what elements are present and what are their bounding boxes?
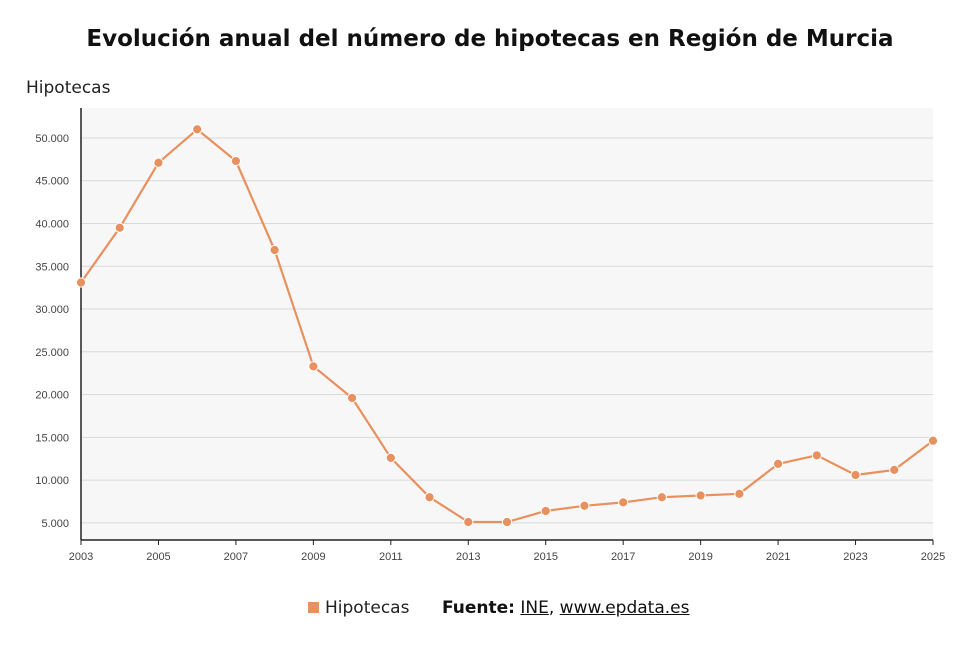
data-point <box>501 516 513 528</box>
data-point <box>889 464 900 475</box>
data-point <box>385 452 396 463</box>
x-tick-label: 2015 <box>533 551 557 563</box>
y-tick-label: 40.000 <box>35 218 69 230</box>
y-tick-label: 45.000 <box>35 176 69 188</box>
data-point <box>75 277 87 288</box>
data-point <box>772 458 784 469</box>
data-point <box>463 516 474 528</box>
data-point <box>734 488 745 499</box>
data-point <box>192 124 203 135</box>
data-point <box>656 492 668 503</box>
data-point <box>230 155 242 167</box>
x-tick-label: 2019 <box>688 551 712 563</box>
data-point <box>695 490 706 501</box>
data-point <box>579 500 590 511</box>
x-tick-label: 2025 <box>921 551 945 563</box>
source-note: Fuente: INE, www.epdata.es <box>442 598 690 618</box>
y-tick-label: 35.000 <box>35 261 69 273</box>
data-point <box>269 244 280 256</box>
y-tick-label: 30.000 <box>35 304 69 316</box>
x-tick-label: 2023 <box>843 551 867 563</box>
data-point <box>308 361 319 372</box>
y-tick-label: 10.000 <box>35 475 69 487</box>
plot-area <box>81 108 933 540</box>
data-point <box>424 492 435 503</box>
y-tick-label: 20.000 <box>35 390 69 402</box>
y-tick-label: 5.000 <box>41 518 69 530</box>
x-tick-label: 2021 <box>766 551 790 563</box>
data-point <box>540 505 551 517</box>
source-separator: , <box>548 598 555 618</box>
chart-title: Evolución anual del número de hipotecas … <box>86 26 894 52</box>
y-tick-label: 25.000 <box>35 347 69 359</box>
x-tick-label: 2003 <box>69 551 93 563</box>
x-tick-label: 2005 <box>146 551 170 563</box>
y-tick-label: 15.000 <box>35 432 69 444</box>
data-point <box>153 157 164 168</box>
y-tick-label: 50.000 <box>35 133 69 145</box>
legend[interactable]: Hipotecas <box>308 598 409 618</box>
x-tick-label: 2009 <box>301 551 325 563</box>
source-prefix: Fuente: <box>442 598 515 618</box>
x-tick-label: 2013 <box>456 551 480 563</box>
data-point <box>811 450 822 461</box>
data-point <box>346 392 358 404</box>
data-point <box>618 497 629 508</box>
data-point <box>927 435 939 446</box>
x-tick-label: 2011 <box>379 551 403 563</box>
x-tick-label: 2007 <box>224 551 248 563</box>
legend-swatch <box>308 602 319 613</box>
source-link-epdata[interactable]: www.epdata.es <box>559 598 690 618</box>
legend-label: Hipotecas <box>325 598 410 618</box>
data-point <box>114 222 125 233</box>
x-tick-label: 2017 <box>611 551 635 563</box>
data-point <box>850 469 861 481</box>
source-link-ine[interactable]: INE <box>520 598 549 618</box>
y-axis-label: Hipotecas <box>26 78 111 98</box>
